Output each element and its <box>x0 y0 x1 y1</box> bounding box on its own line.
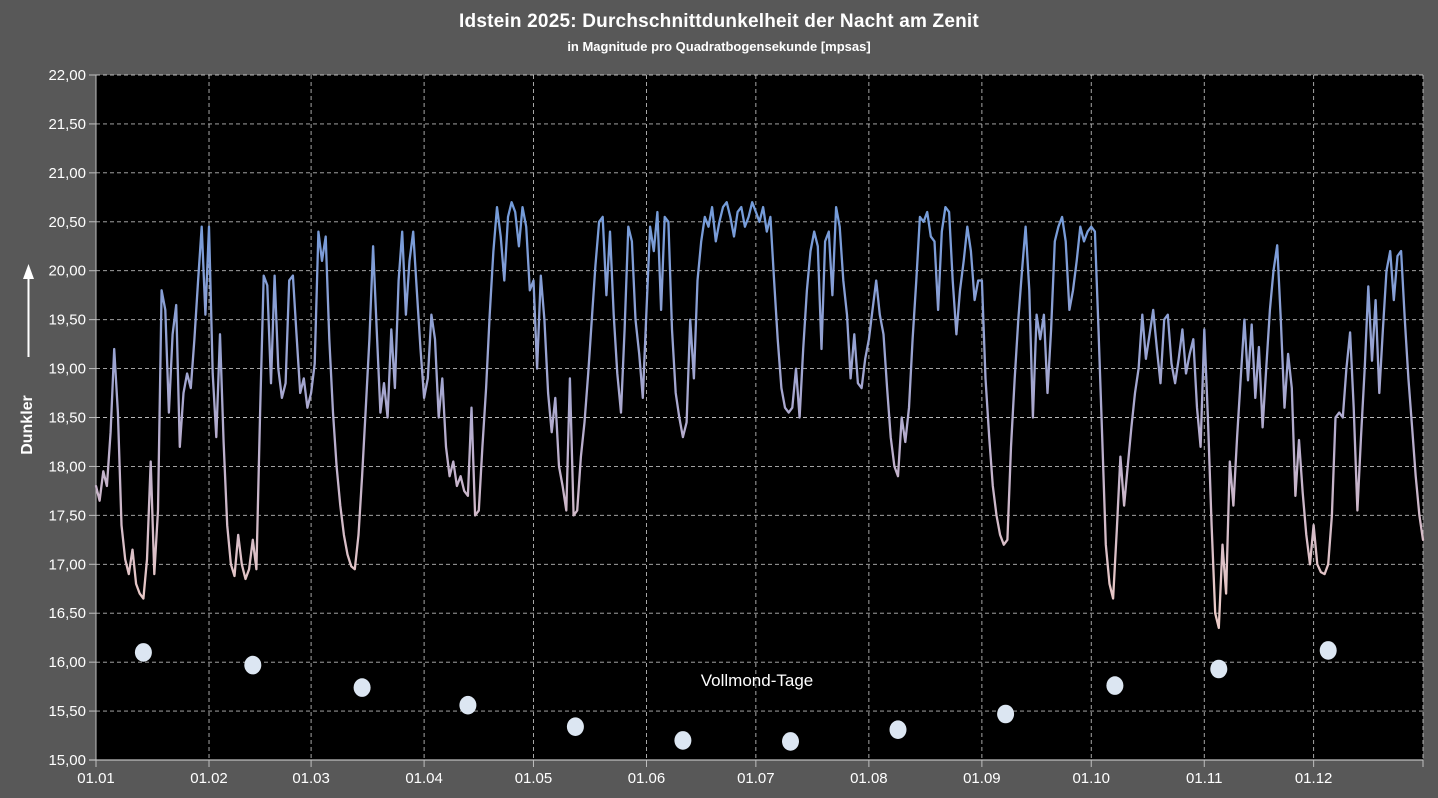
y-tick-label: 17,00 <box>48 556 86 573</box>
fullmoon-dot <box>1210 659 1228 679</box>
x-tick-label: 01.10 <box>1072 770 1110 787</box>
x-tick-label: 01.11 <box>1186 770 1222 787</box>
x-tick-label: 01.12 <box>1295 770 1333 787</box>
y-tick-label: 16,00 <box>48 654 86 671</box>
fullmoon-dot <box>353 678 371 697</box>
fullmoon-annotation: Vollmond-Tage <box>700 671 814 690</box>
y-tick-label: 18,00 <box>48 458 86 475</box>
fullmoon-dot <box>1106 676 1124 695</box>
fullmoon-dot <box>459 695 477 715</box>
x-tick-label: 01.08 <box>850 770 888 787</box>
y-tick-label: 22,00 <box>48 67 86 84</box>
fullmoon-dot <box>1319 641 1337 660</box>
x-tick-label: 01.06 <box>628 770 666 787</box>
y-tick-label: 15,50 <box>48 703 86 720</box>
y-axis-label: Dunkler <box>19 395 36 455</box>
chart-subtitle: in Magnitude pro Quadratbogensekunde [mp… <box>567 39 871 54</box>
y-tick-label: 21,00 <box>48 165 86 182</box>
fullmoon-dot <box>674 731 692 750</box>
y-tick-label: 18,50 <box>48 410 86 427</box>
fullmoon-dot <box>566 717 584 736</box>
y-tick-label: 16,50 <box>48 605 86 622</box>
x-tick-label: 01.04 <box>405 770 443 787</box>
fullmoon-dot <box>782 732 799 751</box>
y-tick-label: 19,50 <box>48 312 86 329</box>
y-tick-label: 21,50 <box>48 116 86 133</box>
y-tick-label: 19,00 <box>48 361 86 378</box>
darker-direction-arrow-icon <box>23 264 34 357</box>
chart-title: Idstein 2025: Durchschnittdunkelheit der… <box>459 11 979 32</box>
fullmoon-dot <box>889 720 907 739</box>
fullmoon-dot <box>134 643 152 662</box>
x-tick-label: 01.07 <box>737 770 775 787</box>
y-tick-label: 20,50 <box>48 214 86 231</box>
y-tick-label: 15,00 <box>48 752 86 769</box>
x-tick-label: 01.03 <box>292 770 330 787</box>
x-tick-label: 01.02 <box>190 770 228 787</box>
x-tick-label: 01.01 <box>77 770 115 787</box>
darkness-line <box>94 201 1425 630</box>
x-tick-label: 01.05 <box>515 770 553 787</box>
x-tick-label: 01.09 <box>963 770 1001 787</box>
fullmoon-dot <box>997 704 1015 724</box>
fullmoon-dot <box>244 655 262 675</box>
y-tick-label: 20,00 <box>48 263 86 280</box>
y-tick-label: 17,50 <box>48 507 86 524</box>
